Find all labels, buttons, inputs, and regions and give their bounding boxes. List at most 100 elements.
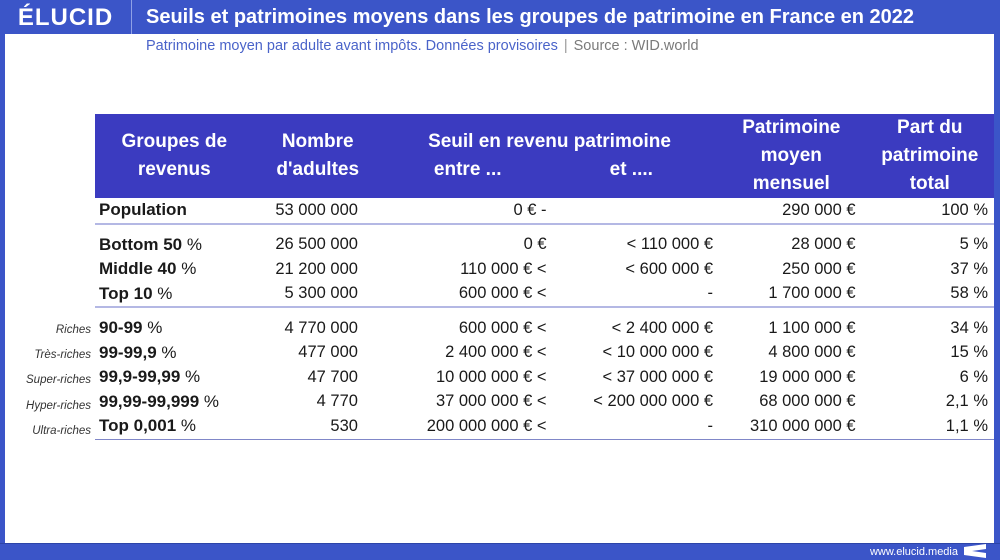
cell-part: 15 % [950, 343, 988, 362]
header-bar: ÉLUCID Seuils et patrimoines moyens dans… [0, 0, 1000, 34]
cell-to: < 2 400 000 € [611, 318, 714, 337]
group-pct: % [199, 391, 220, 411]
cell-part: 5 % [959, 235, 988, 254]
cell-moyen: 1 100 000 € [768, 318, 856, 337]
header-part: Part du patrimoine total [865, 114, 994, 198]
elucid-flag-icon [964, 544, 986, 558]
cell-moyen: 250 000 € [782, 259, 856, 278]
cell-adults: 5 300 000 [253, 281, 382, 308]
table-row: Top 10 % 5 300 000 600 000 € < - 1 700 0… [95, 281, 994, 308]
subtitle: Patrimoine moyen par adulte avant impôts… [146, 38, 699, 54]
group-name: Top 0,001 [99, 416, 177, 436]
cell-adults: 477 000 [298, 343, 358, 362]
side-label-hyper-riches: Hyper-riches [26, 400, 91, 412]
cell-from: 0 € [523, 235, 547, 254]
header-seuil-to: et .... [609, 159, 653, 180]
cell-part: 1,1 % [865, 414, 994, 440]
site-link[interactable]: www.elucid.media [869, 546, 958, 558]
group-name: 99,99-99,999 [99, 391, 200, 411]
header-moyen: Patrimoine moyen mensuel [717, 114, 866, 198]
cell-from: 37 000 000 € < [435, 392, 547, 411]
wealth-table: Groupes de revenus Nombre d'adultes Seui… [95, 114, 994, 440]
table-row: 99,9-99,99 % 47 700 10 000 000 € < < 37 … [95, 365, 994, 390]
cell-moyen: 68 000 000 € [759, 392, 856, 411]
group-pct: % [176, 259, 197, 279]
cell-adults: 26 500 000 [275, 235, 358, 254]
subtitle-separator: | [563, 38, 568, 54]
cell-to: - [550, 281, 718, 308]
cell-part: 100 % [865, 198, 994, 225]
source-text: Source : WID.world [573, 38, 699, 54]
cell-group: 99,99-99,999 % [95, 390, 254, 415]
group-pct: % [142, 318, 163, 338]
cell-from: 0 € - [381, 198, 551, 225]
table-header-row: Groupes de revenus Nombre d'adultes Seui… [95, 114, 994, 198]
group-pct: % [156, 342, 177, 362]
table-row: 99,99-99,999 % 4 770 37 000 000 € < < 20… [95, 390, 994, 415]
table-row: 99-99,9 % 477 000 2 400 000 € < < 10 000… [95, 341, 994, 366]
header-seuil-from: entre ... [433, 159, 502, 180]
group-pct: % [182, 234, 202, 254]
cell-part: 37 % [950, 259, 988, 278]
footer-bar: www.elucid.media [0, 543, 1000, 560]
cell-moyen: 1 700 000 € [717, 281, 866, 308]
group-name: Bottom 50 [99, 234, 183, 254]
side-label-riches: Riches [55, 324, 91, 336]
table-row: Bottom 50 % 26 500 000 0 € < 110 000 € 2… [95, 233, 994, 258]
section-divider [95, 223, 994, 233]
subtitle-text: Patrimoine moyen par adulte avant impôts… [146, 38, 558, 54]
cell-to: < 10 000 000 € [602, 343, 714, 362]
cell-group: Population [95, 198, 254, 225]
group-name: 99,9-99,99 [99, 367, 181, 387]
cell-adults: 4 770 000 [284, 318, 358, 337]
table-row: 90-99 % 4 770 000 600 000 € < < 2 400 00… [95, 316, 994, 341]
cell-adults: 530 [253, 414, 382, 440]
header-adults: Nombre d'adultes [253, 114, 382, 198]
group-name: 99-99,9 [99, 342, 157, 362]
cell-to: < 200 000 000 € [593, 392, 714, 411]
cell-adults: 47 700 [307, 367, 358, 386]
header-seuil-title: Seuil en revenu patrimoine [428, 131, 671, 152]
cell-adults: 53 000 000 [253, 198, 382, 225]
cell-part: 34 % [950, 318, 988, 337]
cell-group: Top 10 % [95, 281, 254, 308]
header-group: Groupes de revenus [95, 114, 254, 198]
group-name: Middle 40 [99, 259, 177, 279]
cell-part: 6 % [959, 367, 988, 386]
frame-left-border [0, 0, 5, 560]
cell-from: 10 000 000 € < [435, 367, 547, 386]
cell-moyen: 28 000 € [791, 235, 856, 254]
cell-group: 99,9-99,99 % [95, 365, 254, 390]
cell-moyen: 4 800 000 € [768, 343, 856, 362]
cell-to: - [550, 414, 718, 440]
cell-to: < 110 000 € [626, 235, 714, 254]
cell-moyen: 19 000 000 € [759, 367, 856, 386]
side-label-super-riches: Super-riches [26, 374, 91, 386]
cell-from: 600 000 € < [381, 281, 551, 308]
cell-to: < 37 000 000 € [602, 367, 714, 386]
frame-right-border [994, 0, 1000, 560]
group-name: Top 10 [99, 283, 153, 303]
cell-group: Middle 40 % [95, 257, 254, 282]
header-seuil: Seuil en revenu patrimoine entre ... et … [381, 114, 718, 198]
cell-group: 99-99,9 % [95, 341, 254, 366]
cell-group: Top 0,001 % [95, 414, 254, 440]
table-row-population: Population 53 000 000 0 € - 290 000 € 10… [95, 198, 994, 225]
group-pct: % [180, 367, 201, 387]
cell-moyen: 290 000 € [717, 198, 866, 225]
cell-from: 600 000 € < [458, 318, 547, 337]
table-row: Top 0,001 % 530 200 000 000 € < - 310 00… [95, 414, 994, 440]
group-pct: % [152, 283, 173, 303]
elucid-logo: ÉLUCID [0, 0, 132, 34]
cell-group: 90-99 % [95, 316, 254, 341]
group-name: 90-99 [99, 318, 143, 338]
cell-to [550, 198, 718, 225]
section-divider [95, 306, 994, 316]
cell-part: 2,1 % [945, 392, 988, 411]
cell-moyen: 310 000 000 € [717, 414, 866, 440]
cell-group: Bottom 50 % [95, 233, 254, 258]
side-label-ultra-riches: Ultra-riches [32, 425, 91, 437]
cell-from: 2 400 000 € < [445, 343, 547, 362]
cell-part: 58 % [865, 281, 994, 308]
cell-from: 200 000 000 € < [381, 414, 551, 440]
